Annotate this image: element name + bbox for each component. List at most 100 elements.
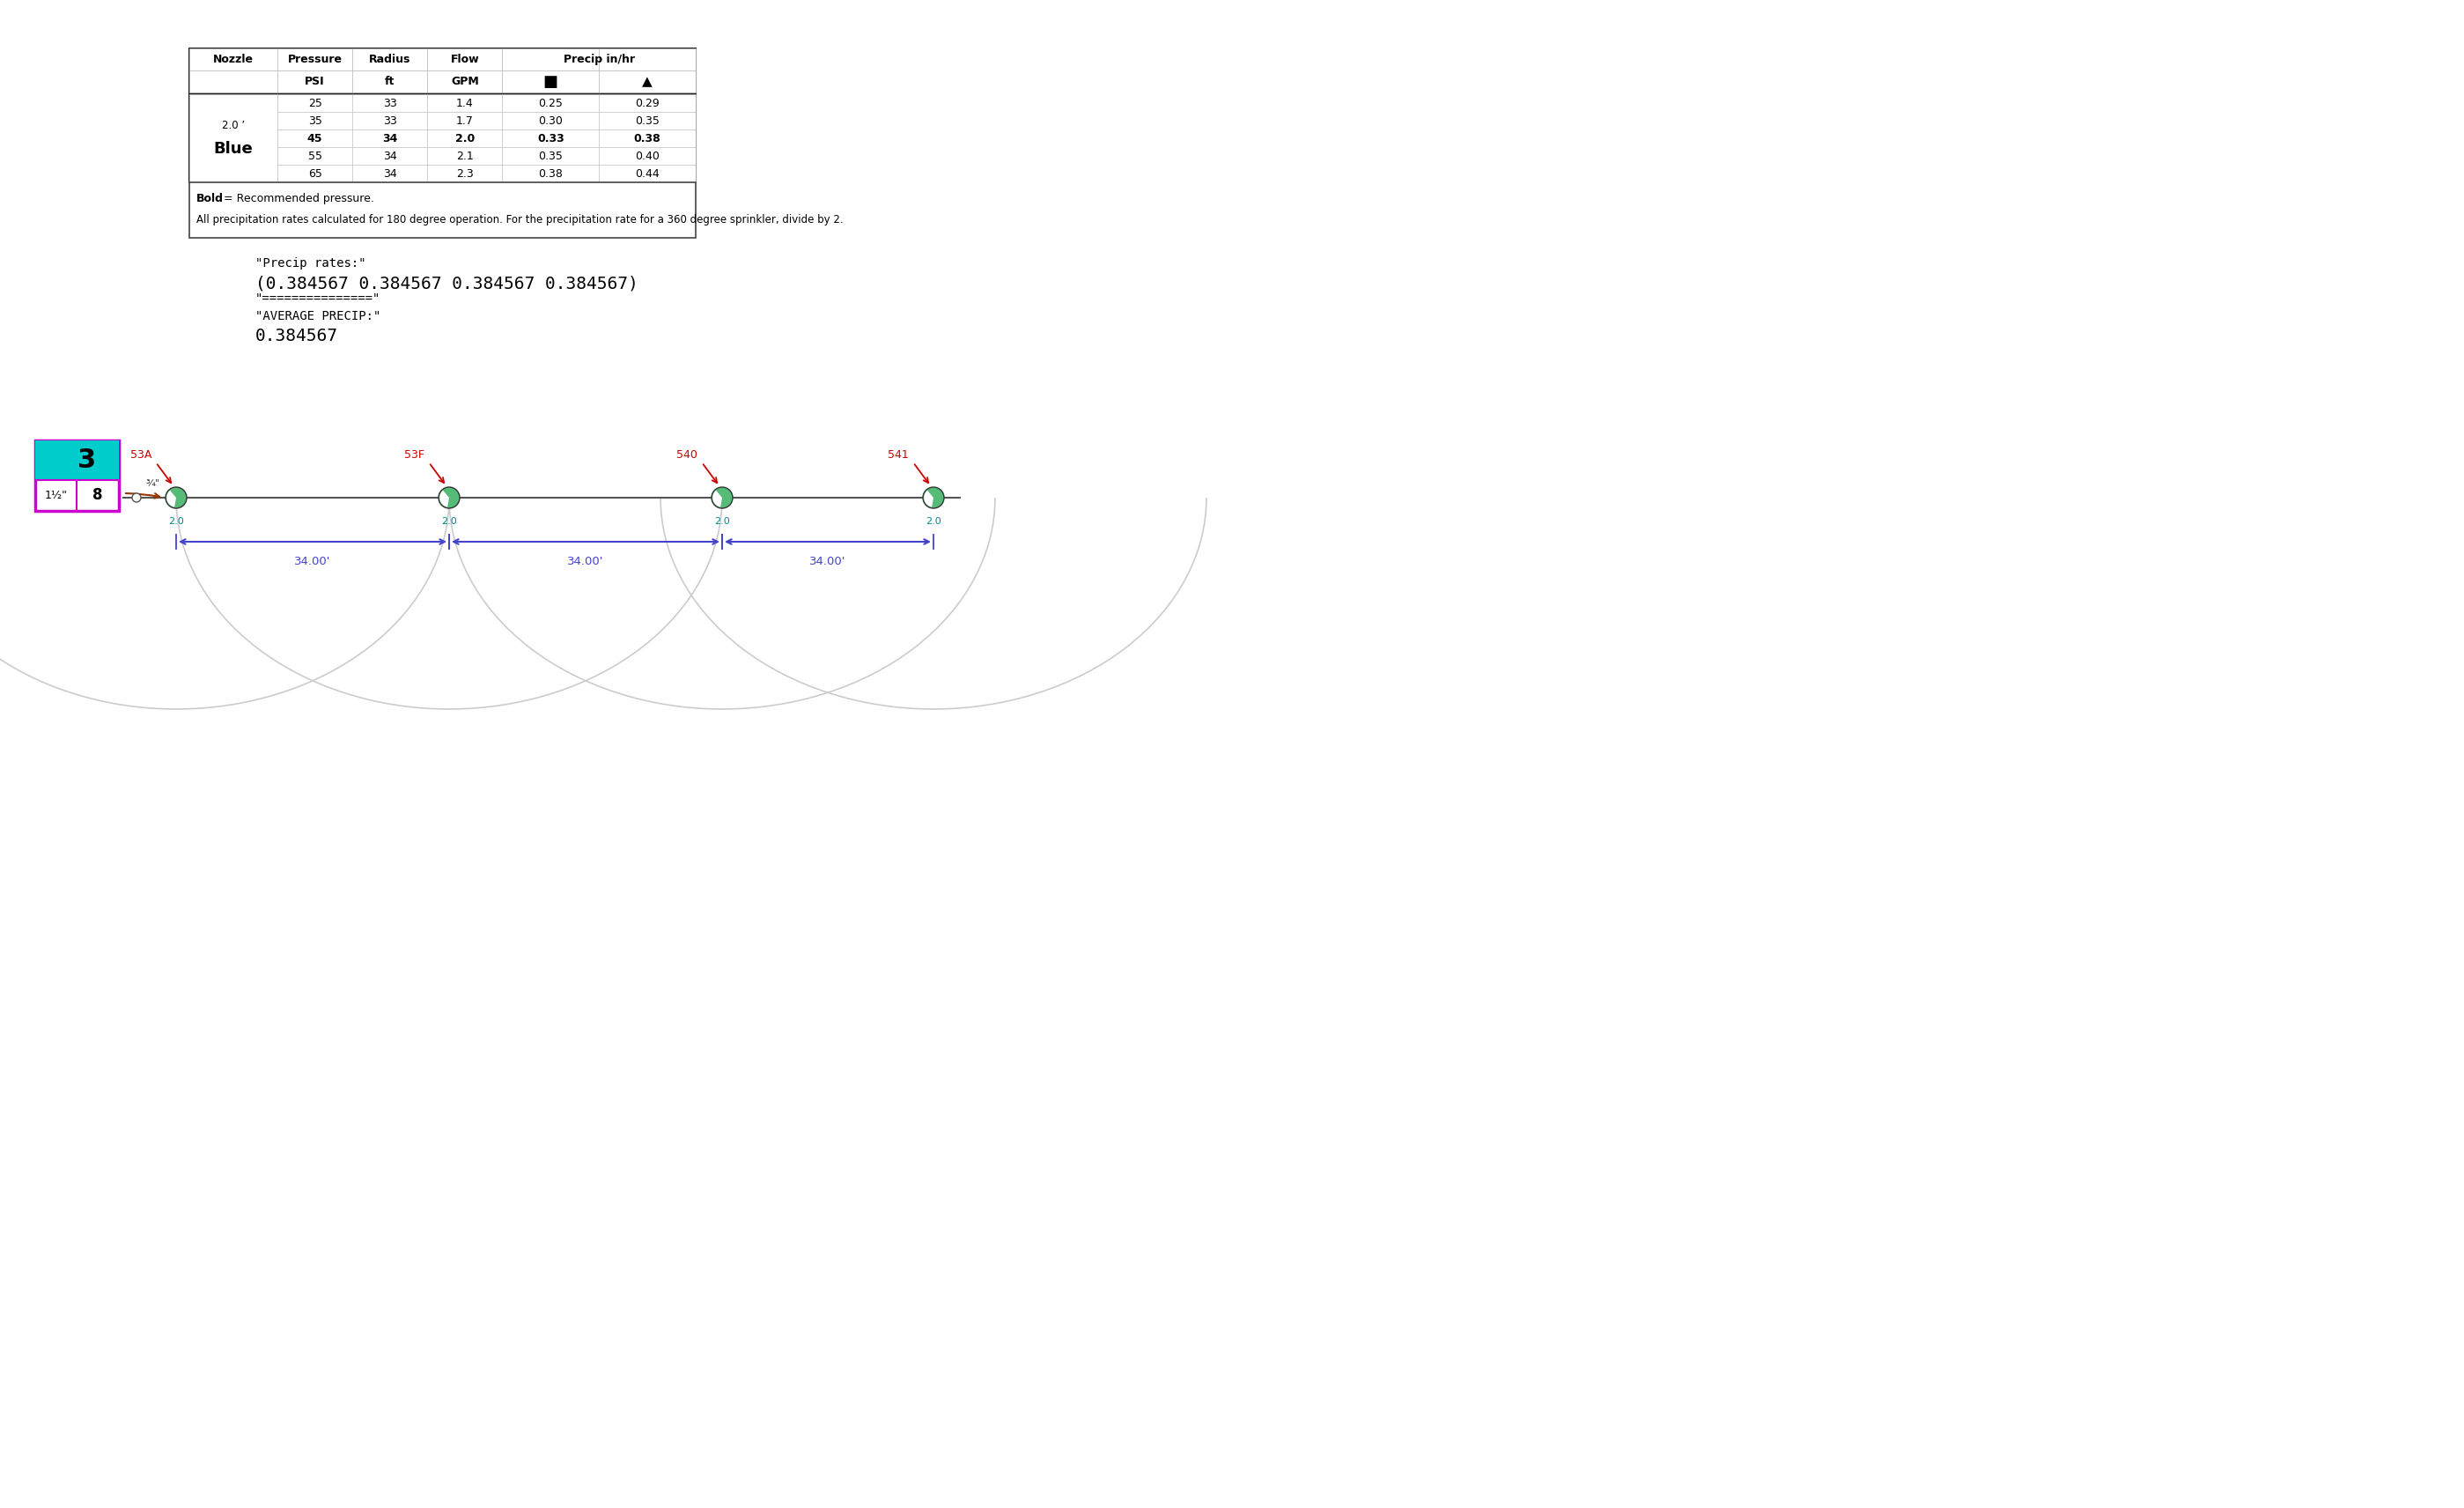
- Wedge shape: [168, 490, 175, 507]
- Bar: [599, 164, 695, 182]
- Text: 2.0: 2.0: [456, 133, 476, 145]
- Text: 35: 35: [308, 115, 323, 127]
- Bar: [503, 148, 599, 164]
- Text: Flow: Flow: [451, 54, 478, 65]
- Text: (0.384567 0.384567 0.384567 0.384567): (0.384567 0.384567 0.384567 0.384567): [256, 274, 638, 291]
- Text: 2.0: 2.0: [441, 517, 456, 526]
- Text: 45: 45: [308, 133, 323, 145]
- Bar: [278, 164, 352, 182]
- Bar: [352, 148, 426, 164]
- Text: 55: 55: [308, 151, 323, 161]
- Bar: [190, 48, 695, 92]
- Text: GPM: GPM: [451, 75, 478, 87]
- Text: 541: 541: [887, 449, 909, 461]
- Bar: [426, 95, 503, 112]
- Bar: [352, 164, 426, 182]
- Bar: [278, 148, 352, 164]
- Bar: [503, 130, 599, 148]
- Text: Radius: Radius: [370, 54, 411, 65]
- Text: 0.25: 0.25: [537, 98, 562, 109]
- Text: 34: 34: [382, 167, 397, 179]
- Bar: [278, 130, 352, 148]
- Bar: [503, 71, 599, 92]
- Bar: [190, 48, 278, 71]
- Bar: [190, 95, 278, 182]
- Text: 53A: 53A: [131, 449, 150, 461]
- Text: Blue: Blue: [214, 140, 254, 157]
- Bar: [426, 148, 503, 164]
- Bar: [352, 112, 426, 130]
- Text: 1½": 1½": [44, 490, 67, 501]
- Text: 0.40: 0.40: [636, 151, 660, 161]
- Text: 65: 65: [308, 167, 323, 179]
- Text: Pressure: Pressure: [288, 54, 342, 65]
- Text: 33: 33: [382, 98, 397, 109]
- Text: All precipitation rates calculated for 180 degree operation. For the precipitati: All precipitation rates calculated for 1…: [197, 214, 843, 225]
- Circle shape: [165, 487, 187, 508]
- Text: Precip in/hr: Precip in/hr: [564, 54, 636, 65]
- Bar: [190, 182, 695, 238]
- Bar: [190, 71, 278, 92]
- Text: 2.0: 2.0: [926, 517, 941, 526]
- Text: 25: 25: [308, 98, 323, 109]
- Bar: [352, 48, 426, 71]
- Text: 34: 34: [382, 151, 397, 161]
- Text: 2.0: 2.0: [168, 517, 185, 526]
- Bar: [34, 440, 118, 480]
- Text: Bold: Bold: [197, 193, 224, 204]
- Text: "===============": "===============": [256, 293, 382, 305]
- Bar: [352, 71, 426, 92]
- Circle shape: [924, 487, 944, 508]
- Circle shape: [133, 493, 140, 502]
- Bar: [352, 95, 426, 112]
- Text: 34.00': 34.00': [567, 556, 604, 567]
- Text: PSI: PSI: [306, 75, 325, 87]
- Text: 540: 540: [678, 449, 697, 461]
- Text: 34.00': 34.00': [811, 556, 845, 567]
- Bar: [503, 48, 599, 71]
- Bar: [352, 130, 426, 148]
- Bar: [426, 164, 503, 182]
- Text: ▲: ▲: [643, 75, 653, 87]
- Text: 0.29: 0.29: [636, 98, 660, 109]
- Text: 2.0 ’: 2.0 ’: [222, 119, 244, 131]
- Wedge shape: [712, 490, 722, 507]
- Bar: [34, 440, 118, 511]
- Wedge shape: [924, 490, 934, 507]
- Bar: [599, 112, 695, 130]
- Wedge shape: [439, 490, 448, 507]
- Text: 2.1: 2.1: [456, 151, 473, 161]
- Text: ■: ■: [542, 74, 559, 89]
- Bar: [426, 130, 503, 148]
- Bar: [503, 95, 599, 112]
- Circle shape: [712, 487, 732, 508]
- Text: Nozzle: Nozzle: [212, 54, 254, 65]
- Text: 0.35: 0.35: [537, 151, 562, 161]
- Text: "Precip rates:": "Precip rates:": [256, 258, 367, 270]
- Text: 8: 8: [94, 487, 103, 504]
- Text: 0.44: 0.44: [636, 167, 660, 179]
- Text: "AVERAGE PRECIP:": "AVERAGE PRECIP:": [256, 311, 382, 323]
- Text: 0.384567: 0.384567: [256, 327, 338, 344]
- Bar: [426, 112, 503, 130]
- Text: ¾": ¾": [145, 478, 160, 487]
- Text: 0.33: 0.33: [537, 133, 564, 145]
- Text: 34: 34: [382, 133, 397, 145]
- Bar: [599, 130, 695, 148]
- Bar: [426, 71, 503, 92]
- Text: 3: 3: [79, 448, 96, 474]
- Bar: [599, 71, 695, 92]
- Text: 2.0: 2.0: [715, 517, 729, 526]
- Text: = Recommended pressure.: = Recommended pressure.: [219, 193, 375, 204]
- Text: 2.3: 2.3: [456, 167, 473, 179]
- Bar: [426, 48, 503, 71]
- Circle shape: [439, 487, 461, 508]
- Bar: [278, 48, 352, 71]
- Bar: [278, 95, 352, 112]
- Text: ft: ft: [384, 75, 394, 87]
- Bar: [278, 112, 352, 130]
- Text: 33: 33: [382, 115, 397, 127]
- Text: 0.30: 0.30: [537, 115, 562, 127]
- Bar: [599, 95, 695, 112]
- Bar: [599, 48, 695, 71]
